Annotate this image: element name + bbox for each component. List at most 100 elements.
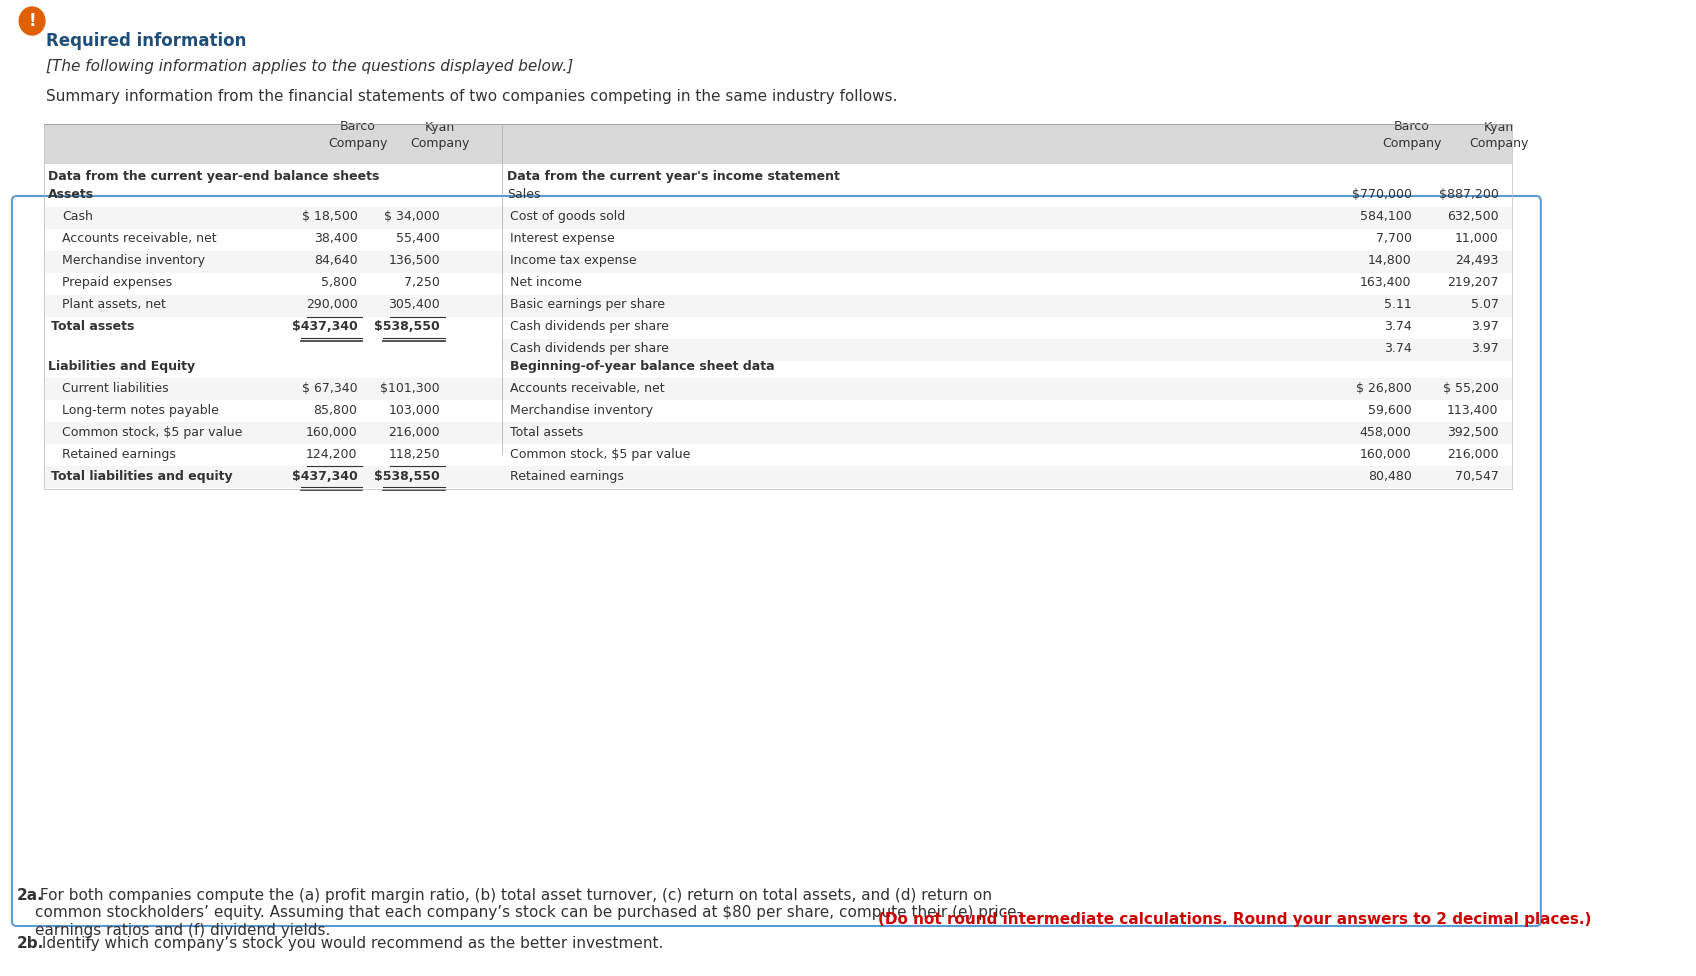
Text: Kyan
Company: Kyan Company <box>410 120 470 149</box>
Text: 2b.: 2b. <box>17 936 44 951</box>
Text: Basic earnings per share: Basic earnings per share <box>509 298 665 311</box>
Text: Identify which company’s stock you would recommend as the better investment.: Identify which company’s stock you would… <box>37 936 663 951</box>
Text: 59,600: 59,600 <box>1369 403 1411 417</box>
FancyBboxPatch shape <box>44 251 502 272</box>
Text: 136,500: 136,500 <box>388 254 439 266</box>
Text: Merchandise inventory: Merchandise inventory <box>63 254 205 266</box>
FancyBboxPatch shape <box>44 422 502 444</box>
Text: Assets: Assets <box>47 188 93 201</box>
Text: 305,400: 305,400 <box>388 298 439 311</box>
Text: 3.97: 3.97 <box>1470 320 1499 333</box>
Text: Interest expense: Interest expense <box>509 232 614 245</box>
Text: $887,200: $887,200 <box>1438 188 1499 201</box>
Text: $770,000: $770,000 <box>1352 188 1411 201</box>
Text: $ 26,800: $ 26,800 <box>1355 382 1411 394</box>
Text: 113,400: 113,400 <box>1447 403 1499 417</box>
Text: Barco
Company: Barco Company <box>1382 120 1442 149</box>
Text: Cost of goods sold: Cost of goods sold <box>509 210 624 223</box>
Text: Cash: Cash <box>63 210 93 223</box>
Text: 55,400: 55,400 <box>397 232 439 245</box>
FancyBboxPatch shape <box>502 166 1513 187</box>
Text: 5.07: 5.07 <box>1470 298 1499 311</box>
FancyBboxPatch shape <box>44 228 502 251</box>
FancyBboxPatch shape <box>44 166 502 187</box>
Text: $437,340: $437,340 <box>292 469 358 482</box>
Text: Data from the current year's income statement: Data from the current year's income stat… <box>507 170 840 183</box>
Text: 118,250: 118,250 <box>388 448 439 461</box>
FancyBboxPatch shape <box>502 295 1513 316</box>
Text: 11,000: 11,000 <box>1455 232 1499 245</box>
Text: $538,550: $538,550 <box>375 469 439 482</box>
FancyBboxPatch shape <box>502 422 1513 444</box>
Text: 14,800: 14,800 <box>1369 254 1411 266</box>
FancyBboxPatch shape <box>44 207 502 228</box>
FancyBboxPatch shape <box>502 251 1513 272</box>
Text: Plant assets, net: Plant assets, net <box>63 298 166 311</box>
Text: Income tax expense: Income tax expense <box>509 254 636 266</box>
FancyBboxPatch shape <box>502 444 1513 467</box>
FancyBboxPatch shape <box>44 124 1513 164</box>
Text: 24,493: 24,493 <box>1455 254 1499 266</box>
Text: Retained earnings: Retained earnings <box>509 469 624 482</box>
Circle shape <box>19 7 44 35</box>
Text: 458,000: 458,000 <box>1360 426 1411 438</box>
FancyBboxPatch shape <box>44 316 502 339</box>
Text: 216,000: 216,000 <box>388 426 439 438</box>
Text: Retained earnings: Retained earnings <box>63 448 176 461</box>
FancyBboxPatch shape <box>44 295 502 316</box>
FancyBboxPatch shape <box>44 444 502 467</box>
FancyBboxPatch shape <box>12 196 1542 926</box>
Text: 163,400: 163,400 <box>1360 276 1411 289</box>
Text: Sales: Sales <box>507 188 541 201</box>
Text: 632,500: 632,500 <box>1447 210 1499 223</box>
Text: Current liabilities: Current liabilities <box>63 382 170 394</box>
FancyBboxPatch shape <box>44 272 502 295</box>
FancyBboxPatch shape <box>44 378 502 400</box>
Text: Total liabilities and equity: Total liabilities and equity <box>51 469 232 482</box>
Text: $437,340: $437,340 <box>292 320 358 333</box>
FancyBboxPatch shape <box>44 467 502 488</box>
FancyBboxPatch shape <box>502 228 1513 251</box>
Text: 7,700: 7,700 <box>1375 232 1411 245</box>
Text: For both companies compute the (a) profit margin ratio, (b) total asset turnover: For both companies compute the (a) profi… <box>36 888 1023 938</box>
Text: Long-term notes payable: Long-term notes payable <box>63 403 219 417</box>
Text: 124,200: 124,200 <box>305 448 358 461</box>
Text: 3.74: 3.74 <box>1384 342 1411 355</box>
Text: !: ! <box>29 12 36 30</box>
Text: $101,300: $101,300 <box>380 382 439 394</box>
Text: 216,000: 216,000 <box>1447 448 1499 461</box>
Text: Net income: Net income <box>509 276 582 289</box>
Text: Common stock, $5 par value: Common stock, $5 par value <box>509 448 690 461</box>
Text: 70,547: 70,547 <box>1455 469 1499 482</box>
Text: 5.11: 5.11 <box>1384 298 1411 311</box>
Text: Prepaid expenses: Prepaid expenses <box>63 276 173 289</box>
Text: $538,550: $538,550 <box>375 320 439 333</box>
Text: Common stock, $5 par value: Common stock, $5 par value <box>63 426 243 438</box>
FancyBboxPatch shape <box>502 207 1513 228</box>
Text: Liabilities and Equity: Liabilities and Equity <box>47 359 195 373</box>
Text: [The following information applies to the questions displayed below.]: [The following information applies to th… <box>46 59 573 73</box>
Text: Merchandise inventory: Merchandise inventory <box>509 403 653 417</box>
Text: Total assets: Total assets <box>51 320 134 333</box>
FancyBboxPatch shape <box>502 400 1513 422</box>
Text: 160,000: 160,000 <box>305 426 358 438</box>
Text: Beginning-of-year balance sheet data: Beginning-of-year balance sheet data <box>509 359 775 373</box>
Text: (Do not round intermediate calculations. Round your answers to 2 decimal places.: (Do not round intermediate calculations.… <box>879 912 1591 927</box>
Text: 3.97: 3.97 <box>1470 342 1499 355</box>
Text: $ 34,000: $ 34,000 <box>385 210 439 223</box>
Text: $ 18,500: $ 18,500 <box>302 210 358 223</box>
Text: Barco
Company: Barco Company <box>327 120 387 149</box>
Text: 3.74: 3.74 <box>1384 320 1411 333</box>
Text: 85,800: 85,800 <box>314 403 358 417</box>
Text: Cash dividends per share: Cash dividends per share <box>509 342 668 355</box>
Text: Accounts receivable, net: Accounts receivable, net <box>63 232 217 245</box>
Text: 38,400: 38,400 <box>314 232 358 245</box>
Text: 219,207: 219,207 <box>1447 276 1499 289</box>
Text: 84,640: 84,640 <box>314 254 358 266</box>
Text: Accounts receivable, net: Accounts receivable, net <box>509 382 665 394</box>
Text: Total assets: Total assets <box>509 426 583 438</box>
Text: $ 55,200: $ 55,200 <box>1443 382 1499 394</box>
Text: $ 67,340: $ 67,340 <box>302 382 358 394</box>
Text: 103,000: 103,000 <box>388 403 439 417</box>
Text: Cash dividends per share: Cash dividends per share <box>509 320 668 333</box>
